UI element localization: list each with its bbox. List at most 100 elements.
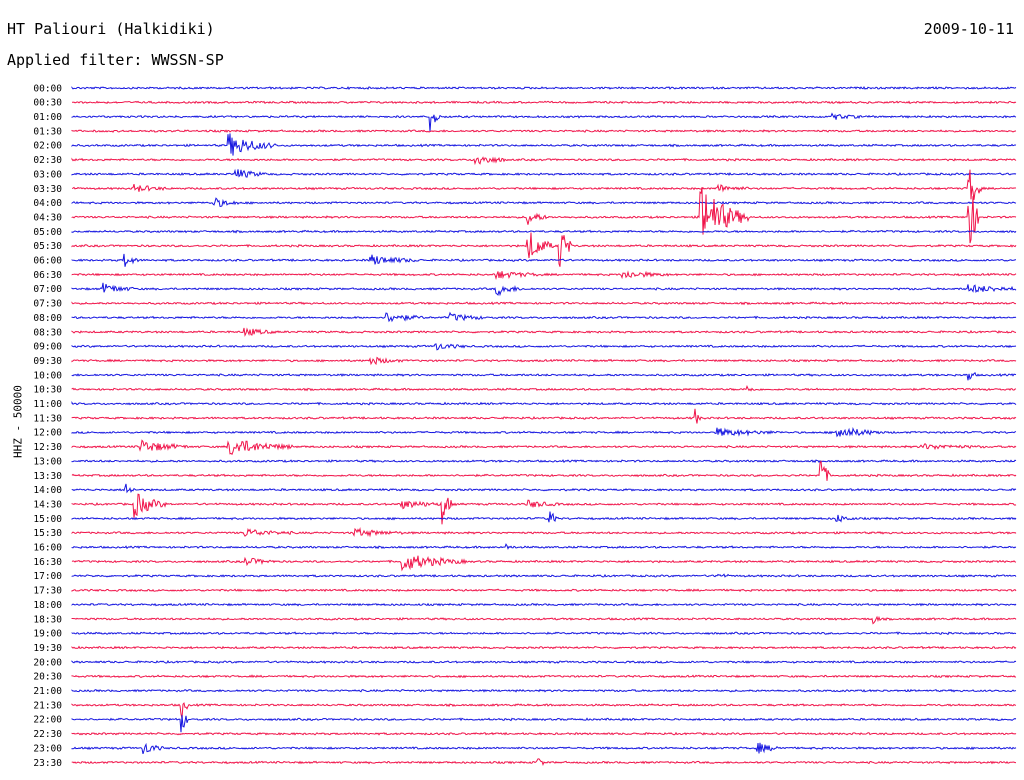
row-time-label: 09:30 — [33, 356, 62, 367]
row-time-label: 15:30 — [33, 528, 62, 539]
row-time-label: 01:00 — [33, 112, 62, 123]
row-time-label: 19:30 — [33, 643, 62, 654]
trace-line — [71, 758, 1016, 766]
row-time-label: 01:30 — [33, 126, 62, 137]
trace-line — [71, 543, 1017, 550]
row-time-label: 19:00 — [33, 629, 62, 640]
trace-line — [71, 253, 1017, 267]
row-time-label: 12:00 — [33, 428, 62, 439]
row-time-label: 23:00 — [33, 743, 62, 754]
trace-line — [71, 493, 1017, 525]
trace-line — [71, 631, 1017, 636]
row-time-label: 22:00 — [33, 715, 62, 726]
trace-line — [71, 311, 1017, 323]
row-time-label: 04:00 — [33, 198, 62, 209]
trace-line — [71, 483, 1017, 494]
trace-line — [71, 615, 1017, 625]
row-time-label: 14:00 — [33, 485, 62, 496]
trace-line — [71, 702, 1017, 719]
trace-line — [71, 156, 1017, 166]
trace-line — [71, 85, 1017, 90]
trace-line — [71, 356, 1017, 366]
trace-line — [71, 100, 1017, 105]
trace-line — [71, 169, 1017, 200]
row-time-label: 11:00 — [33, 399, 62, 410]
trace-line — [71, 427, 1017, 438]
station-title: HT Paliouri (Halkidiki) — [7, 20, 215, 38]
filter-label: Applied filter: WWSSN-SP — [7, 51, 224, 69]
row-time-label: 00:30 — [33, 98, 62, 109]
trace-line — [71, 588, 1017, 593]
row-time-label: 03:00 — [33, 169, 62, 180]
trace-line — [71, 232, 1017, 267]
row-time-label: 02:00 — [33, 141, 62, 152]
row-time-label: 08:30 — [33, 327, 62, 338]
row-time-label: 17:00 — [33, 571, 62, 582]
row-time-label: 02:30 — [33, 155, 62, 166]
trace-line — [71, 301, 1017, 306]
trace-line — [71, 555, 1017, 572]
trace-line — [71, 112, 1017, 132]
row-time-label: 16:30 — [33, 557, 62, 568]
row-time-label: 05:30 — [33, 241, 62, 252]
row-time-label: 08:00 — [33, 313, 62, 324]
row-time-label: 06:00 — [33, 256, 62, 267]
trace-line — [71, 408, 1017, 424]
trace-line — [71, 459, 1017, 464]
row-time-label: 22:30 — [33, 729, 62, 740]
trace-line — [71, 659, 1017, 664]
trace-line — [71, 229, 1017, 234]
trace-line — [71, 187, 1017, 244]
row-time-label: 13:00 — [33, 456, 62, 467]
trace-line — [71, 688, 1017, 693]
row-time-label: 18:30 — [33, 614, 62, 625]
row-time-label: 10:30 — [33, 385, 62, 396]
row-time-label: 10:00 — [33, 370, 62, 381]
trace-line — [71, 282, 1017, 297]
row-time-label: 14:30 — [33, 499, 62, 510]
trace-line — [71, 270, 1017, 280]
trace-line — [71, 197, 1017, 207]
row-time-label: 12:30 — [33, 442, 62, 453]
trace-line — [71, 674, 1017, 679]
row-time-label: 21:30 — [33, 700, 62, 711]
row-time-label: 20:00 — [33, 657, 62, 668]
trace-line — [71, 401, 1017, 406]
row-time-label: 09:00 — [33, 342, 62, 353]
trace-line — [71, 602, 1017, 607]
trace-line — [71, 327, 1017, 337]
row-time-label: 15:00 — [33, 514, 62, 525]
row-time-label: 17:30 — [33, 586, 62, 597]
row-time-label: 21:00 — [33, 686, 62, 697]
row-time-label: 20:30 — [33, 672, 62, 683]
row-time-label: 11:30 — [33, 413, 62, 424]
trace-line — [71, 168, 1017, 178]
row-time-label: 13:30 — [33, 471, 62, 482]
row-time-label: 07:00 — [33, 284, 62, 295]
trace-line — [71, 715, 1017, 733]
trace-line — [71, 742, 1017, 755]
trace-line — [71, 385, 1017, 392]
trace-line — [71, 371, 1017, 381]
trace-line — [71, 459, 1017, 481]
row-time-label: 05:00 — [33, 227, 62, 238]
trace-line — [71, 511, 1017, 523]
row-time-label: 06:30 — [33, 270, 62, 281]
trace-line — [71, 129, 1017, 134]
trace-line — [71, 645, 1017, 650]
trace-line — [71, 439, 1017, 456]
row-time-label: 03:30 — [33, 184, 62, 195]
row-time-label: 16:00 — [33, 543, 62, 554]
trace-line — [71, 133, 1017, 156]
row-time-label: 04:30 — [33, 212, 62, 223]
trace-line — [71, 343, 1017, 351]
trace-line — [71, 526, 1017, 538]
record-date: 2009-10-11 — [923, 20, 1014, 38]
trace-line — [71, 573, 1017, 578]
row-time-label: 07:30 — [33, 299, 62, 310]
row-time-label: 23:30 — [33, 758, 62, 769]
row-time-label: 00:00 — [33, 83, 62, 94]
row-time-label: 18:00 — [33, 600, 62, 611]
trace-line — [71, 731, 1017, 736]
